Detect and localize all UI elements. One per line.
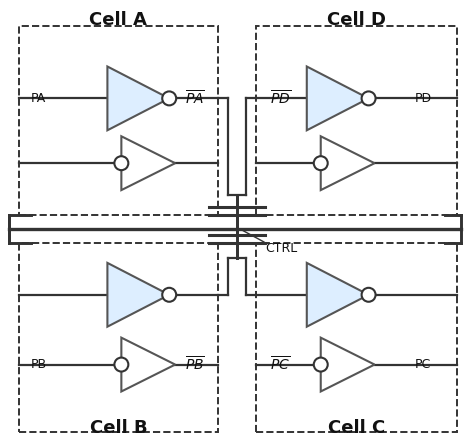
Polygon shape (108, 263, 169, 327)
Text: PA: PA (31, 92, 46, 105)
Text: Cell A: Cell A (90, 11, 147, 29)
Text: $\overline{PC}$: $\overline{PC}$ (270, 355, 290, 374)
Polygon shape (108, 66, 169, 130)
Circle shape (162, 91, 176, 105)
Text: $\overline{PB}$: $\overline{PB}$ (185, 355, 205, 374)
Bar (256, 26, 457, 215)
Text: $\overline{PD}$: $\overline{PD}$ (270, 89, 291, 108)
Circle shape (362, 91, 375, 105)
Text: Cell B: Cell B (90, 419, 147, 437)
Bar (256, 243, 457, 432)
Polygon shape (307, 263, 369, 327)
Text: Cell C: Cell C (328, 419, 385, 437)
Circle shape (114, 156, 128, 170)
Text: $\overline{PA}$: $\overline{PA}$ (185, 89, 205, 108)
Polygon shape (307, 66, 369, 130)
Text: PC: PC (414, 358, 431, 371)
Circle shape (162, 288, 176, 302)
Text: CTRL: CTRL (265, 242, 297, 255)
Bar (18, 243, 218, 432)
Circle shape (314, 156, 328, 170)
Circle shape (314, 358, 328, 371)
Text: Cell D: Cell D (327, 11, 386, 29)
Circle shape (114, 358, 128, 371)
Text: PD: PD (414, 92, 431, 105)
Text: PB: PB (31, 358, 47, 371)
Circle shape (362, 288, 375, 302)
Bar (18, 26, 218, 215)
